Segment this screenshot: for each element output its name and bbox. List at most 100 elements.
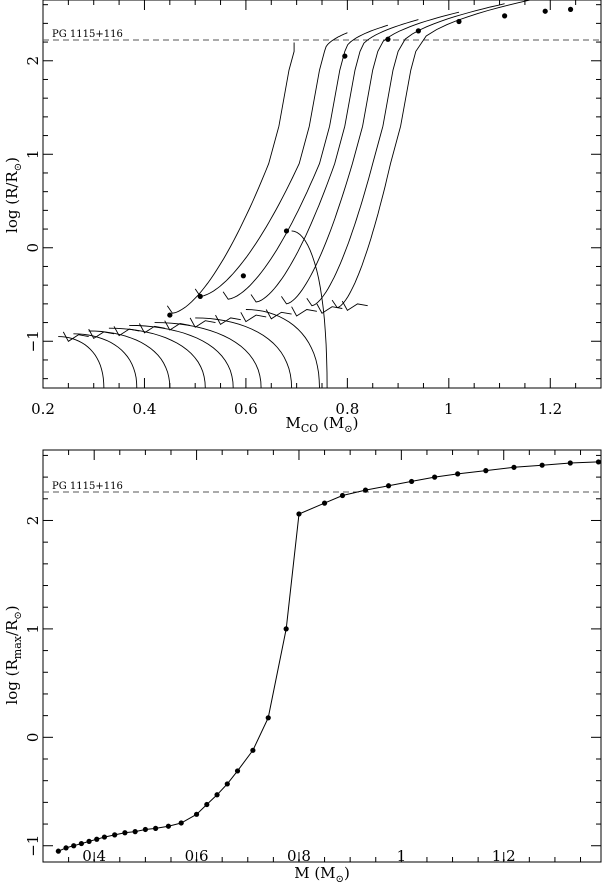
y-label-sub-bottom: max	[11, 635, 24, 659]
hook-track	[316, 303, 343, 314]
data-point	[595, 459, 602, 465]
hook-track	[291, 306, 317, 317]
series-bottom	[55, 459, 602, 854]
data-point	[250, 747, 256, 753]
data-point	[63, 845, 69, 851]
x-label-end-bottom: )	[344, 864, 350, 882]
ticks-top: 0.2 0.4 0.6 0.8 1 1.2 −1 0 1 2	[24, 0, 602, 418]
x-label-end-top: )	[353, 414, 359, 432]
x-label-sun-top: ⊙	[344, 424, 352, 435]
x-axis-label-top: MCO (M⊙)	[285, 414, 358, 435]
hook-track	[215, 314, 241, 326]
data-point	[321, 500, 328, 506]
data-point	[455, 471, 461, 477]
y-label-end-bottom: )	[3, 605, 21, 611]
y-label-sun-bottom: ⊙	[13, 611, 24, 619]
data-point	[296, 511, 302, 517]
data-point	[112, 832, 118, 838]
growth-track	[222, 24, 389, 300]
data-point	[265, 715, 271, 721]
y-label-mid-bottom: /R	[3, 619, 21, 636]
y-axis-label-bottom: log (Rmax/R⊙)	[3, 605, 24, 704]
series-line	[58, 461, 599, 852]
x-tick-label-bottom: 0.4	[82, 847, 106, 865]
data-point	[101, 834, 108, 840]
x-tick-label-bottom: 1	[397, 847, 407, 865]
y-label-sun-top: ⊙	[13, 163, 24, 171]
data-point	[415, 28, 421, 34]
x-tick-label-bottom: 1.2	[492, 847, 516, 865]
data-point	[71, 843, 77, 849]
x-tick-label-top: 0.2	[31, 400, 55, 418]
ticks-bottom: 0.4 0.6 0.8 1 1.2 −1 0 1 2	[24, 450, 601, 865]
y-axis-label-top: log (R/R⊙)	[3, 157, 24, 233]
data-point	[240, 273, 246, 279]
data-point	[339, 492, 346, 499]
data-point	[204, 801, 210, 808]
hook-track	[113, 326, 140, 337]
data-point	[94, 836, 100, 842]
x-tick-label-top: 1	[444, 400, 454, 418]
data-point	[362, 487, 369, 493]
plot-frame-bottom	[42, 449, 602, 863]
data-point	[432, 474, 438, 480]
hook-track	[62, 331, 89, 342]
x-axis-label-bottom: M (M⊙)	[294, 864, 350, 882]
growth-track	[331, 0, 533, 309]
growth-track	[306, 3, 505, 307]
y-tick-label-top: 0	[24, 243, 42, 253]
y-label-main-bottom: log (R	[3, 659, 21, 705]
y-tick-label-top: 2	[24, 56, 42, 66]
data-point	[153, 825, 159, 831]
data-point	[385, 36, 391, 42]
data-point	[122, 830, 128, 836]
x-tick-label-top: 0.8	[335, 400, 359, 418]
data-point	[165, 823, 172, 829]
data-point	[408, 478, 415, 485]
reference-label-bottom: PG 1115+116	[52, 481, 123, 492]
data-point	[502, 13, 508, 19]
data-point	[178, 820, 184, 826]
x-tick-label-bottom: 0.8	[287, 847, 311, 865]
y-tick-label-bottom: 2	[24, 516, 42, 526]
reference-label-top: PG 1115+116	[52, 29, 123, 40]
data-point	[78, 840, 84, 847]
data-point	[567, 6, 574, 12]
y-tick-label-bottom: 0	[24, 733, 42, 743]
x-tick-label-top: 0.6	[234, 400, 258, 418]
y-tick-label-bottom: −1	[24, 835, 42, 857]
data-point	[385, 483, 392, 489]
y-tick-label-top: 1	[24, 149, 42, 159]
data-point	[214, 792, 220, 798]
data-point	[511, 464, 517, 470]
growth-track	[250, 19, 419, 303]
cooling-track	[154, 322, 262, 389]
data-point	[483, 468, 489, 474]
hook-track	[240, 312, 267, 323]
data-point	[283, 228, 290, 234]
data-point	[539, 462, 545, 468]
data-point	[55, 848, 61, 854]
cooling-track	[108, 327, 206, 389]
markers-top	[167, 6, 574, 318]
data-point	[342, 53, 348, 59]
data-point	[197, 293, 203, 299]
data-point	[193, 811, 200, 817]
cooling-track	[73, 333, 138, 389]
data-point	[234, 768, 241, 774]
x-label-sun-bottom: ⊙	[336, 874, 344, 882]
hook-track	[88, 328, 115, 340]
hook-track	[139, 323, 165, 334]
data-point	[167, 312, 173, 318]
growth-track	[194, 32, 348, 297]
cooling-track	[291, 230, 328, 389]
y-label-main-top: log (R/R	[3, 171, 21, 233]
data-point	[224, 781, 230, 787]
x-label-main-bottom: M	[294, 864, 309, 882]
tracks-top	[58, 0, 533, 389]
growth-track	[166, 42, 295, 314]
x-label-main-top: M	[285, 414, 300, 432]
cooling-track	[245, 309, 320, 389]
hook-track	[164, 320, 191, 331]
